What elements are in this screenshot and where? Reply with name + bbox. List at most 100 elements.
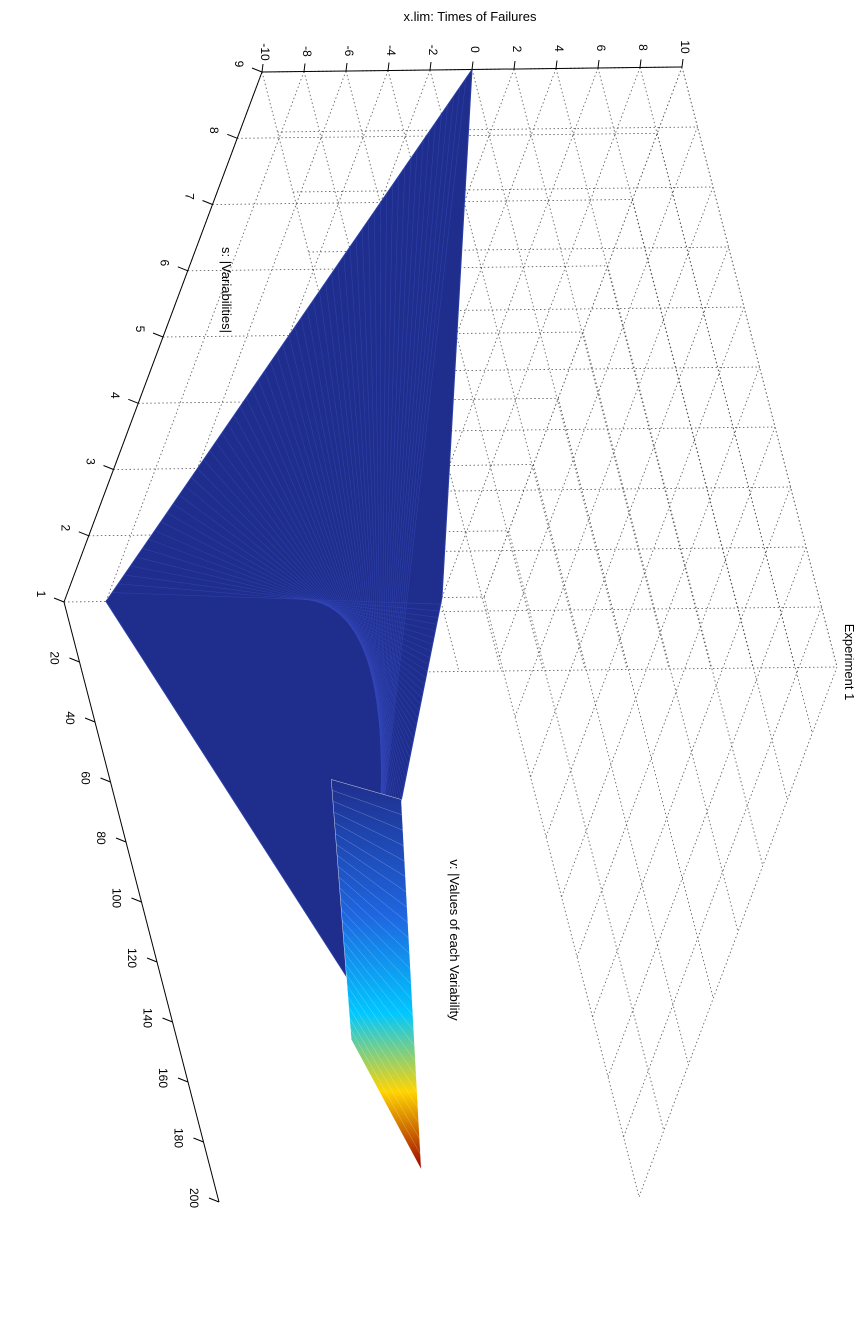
x-tick-mark — [471, 61, 474, 70]
chart-title: Experiment 1 — [842, 624, 854, 701]
ridge-mesh-line — [345, 963, 416, 1062]
ridge-mesh-line — [341, 909, 412, 985]
v-tick-mark — [84, 717, 96, 723]
surface-mesh-line — [136, 556, 436, 632]
x-tick-mark — [303, 63, 306, 72]
v-tick-label: 160 — [156, 1068, 170, 1088]
s-tick-mark — [103, 465, 114, 470]
ridge-mesh-line — [349, 1017, 420, 1139]
x-tick-label: 10 — [678, 40, 692, 54]
s-tick-mark — [53, 597, 65, 603]
grid-line-back-x — [471, 69, 628, 670]
v-tick-mark — [100, 777, 111, 783]
s-tick-label: 8 — [207, 127, 221, 134]
grid-line-side-s — [656, 133, 813, 734]
v-tick-label: 80 — [94, 831, 108, 845]
grid-line-side-v — [499, 126, 698, 658]
grid-line-side-s — [681, 66, 838, 668]
x-tick-label: 4 — [552, 45, 566, 52]
x-tick-mark — [513, 60, 516, 70]
s-tick-mark — [78, 531, 89, 537]
x-axis-label: x.lim: Times of Failures — [404, 9, 537, 24]
v-tick-mark — [146, 957, 158, 963]
surface-mesh-line — [160, 521, 431, 659]
v-tick-label: 120 — [125, 948, 139, 968]
grid-line-back-x — [555, 68, 712, 669]
grid-line-back-v — [385, 546, 807, 553]
ridge-mesh-line — [333, 811, 404, 847]
x-tick-label: -4 — [384, 45, 398, 56]
surface-mesh-line — [130, 565, 437, 625]
s-tick-label: 7 — [182, 193, 196, 200]
grid-line-back-x — [387, 70, 544, 671]
grid-line-side-v — [607, 546, 807, 1078]
surface-mesh-line — [209, 450, 420, 712]
surface-mesh-line — [124, 574, 439, 618]
v-tick-mark — [193, 1137, 204, 1143]
ridge-mesh-line — [337, 866, 409, 923]
v-tick-label: 140 — [140, 1008, 154, 1028]
surface-mesh-line — [221, 432, 417, 725]
x-tick-mark — [345, 62, 348, 72]
s-tick-label: 5 — [133, 326, 147, 333]
surface-mesh-line — [154, 530, 432, 652]
grid-line-side-v — [561, 366, 760, 898]
surface-mesh-line — [166, 512, 429, 665]
ridge-mesh-line — [347, 996, 419, 1108]
v-tick-label: 200 — [187, 1188, 201, 1208]
s-tick-mark — [202, 200, 213, 205]
grid-line-side-v — [545, 306, 745, 838]
surface-mesh-line — [197, 468, 423, 699]
ridge-mesh-line — [340, 898, 411, 970]
grid-line-back-v — [277, 126, 698, 133]
grid-line-side-v — [623, 606, 822, 1138]
grid-line-side-s — [483, 596, 640, 1198]
s-tick-label: 2 — [59, 524, 73, 531]
surface-mesh-line — [112, 592, 441, 605]
grid-line-side-s — [557, 398, 714, 999]
s-tick-mark — [128, 398, 139, 404]
x-tick-mark — [597, 59, 600, 69]
surface-mesh-line — [191, 477, 424, 692]
surface-mesh-line — [239, 406, 413, 746]
grid-line-side-s — [582, 331, 739, 933]
s-tick-mark — [251, 67, 263, 73]
grid-line-back-x — [345, 70, 502, 672]
v-tick-label: 100 — [109, 888, 123, 908]
x-tick-label: 8 — [636, 44, 650, 51]
grid-line-back-v — [416, 666, 838, 673]
surface-ridge — [331, 779, 422, 1170]
s-tick-mark — [177, 266, 188, 272]
v-tick-mark — [162, 1017, 173, 1023]
surface-mesh-line — [264, 370, 408, 772]
x-tick-label: 2 — [510, 46, 524, 53]
grid-line-back-x — [429, 69, 586, 671]
z-axis-label: v: |Values of each Variability — [447, 859, 462, 1021]
s-tick-mark — [227, 133, 238, 139]
ridge-mesh-line — [332, 800, 403, 831]
surface-mesh-line — [227, 424, 416, 732]
ridge-mesh-line — [346, 974, 417, 1078]
ridge-mesh-line — [342, 931, 414, 1016]
v-tick-mark — [131, 897, 142, 903]
x-tick-label: 6 — [594, 45, 608, 52]
ridge-mesh-line — [334, 822, 405, 862]
grid-line-back-v — [292, 186, 714, 193]
ridge-mesh-line — [335, 833, 406, 877]
v-tick-mark — [177, 1077, 189, 1083]
surface-layer — [105, 67, 473, 1170]
ridge-mesh-line — [343, 941, 414, 1031]
s-tick-label: 4 — [108, 392, 122, 399]
grid-line-side-v — [576, 426, 776, 958]
v-tick-mark — [115, 837, 127, 843]
ridge-mesh-line — [336, 844, 407, 893]
ridge-mesh-line — [339, 887, 410, 954]
x-tick-label: -2 — [426, 45, 440, 56]
surface-mesh-line — [172, 503, 428, 672]
s-tick-label: 3 — [83, 458, 97, 465]
surface-mesh-line — [203, 459, 421, 705]
x-tick-mark — [261, 63, 264, 73]
v-tick-label: 20 — [47, 651, 61, 665]
x-tick-label: -10 — [258, 43, 272, 61]
surface-mesh-line — [148, 539, 433, 645]
